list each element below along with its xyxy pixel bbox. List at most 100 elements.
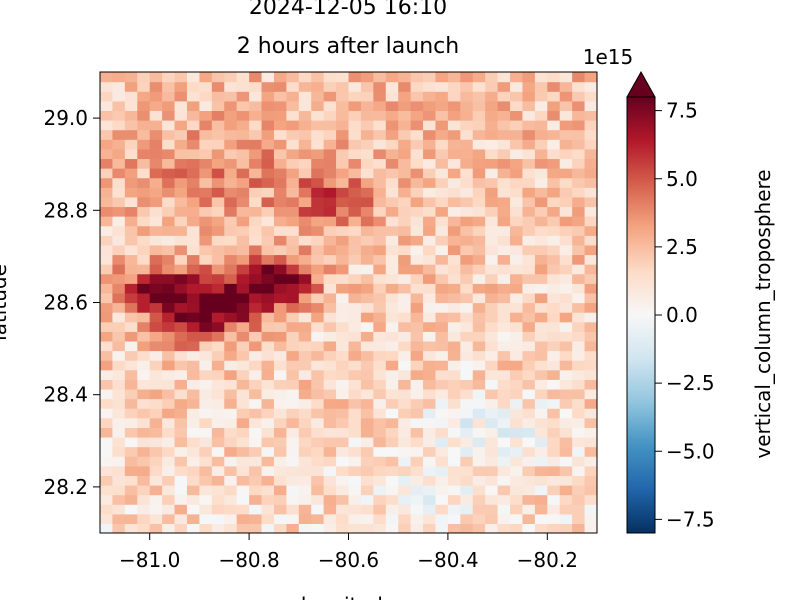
heatmap-cell <box>423 465 437 476</box>
heatmap-cell <box>149 331 163 342</box>
heatmap-cell <box>137 273 151 284</box>
heatmap-cell <box>323 360 337 371</box>
heatmap-cell <box>435 417 449 428</box>
heatmap-cell <box>534 436 548 448</box>
heatmap-cell <box>559 235 573 246</box>
heatmap-cell <box>447 254 461 265</box>
heatmap-cell <box>423 331 437 342</box>
heatmap-cell <box>199 110 213 121</box>
heatmap-cell <box>398 158 412 169</box>
heatmap-cell <box>447 408 461 419</box>
heatmap-cell <box>137 321 151 332</box>
x-axis: −81.0 −80.8 −80.6 −80.4 −80.2 <box>119 533 578 572</box>
heatmap-cell <box>273 264 287 275</box>
heatmap-cell <box>572 456 586 467</box>
heatmap-cell <box>298 254 312 265</box>
heatmap-cell <box>249 388 263 400</box>
heatmap-cell <box>286 408 300 419</box>
heatmap-cell <box>348 129 362 140</box>
heatmap-cell <box>360 523 374 533</box>
heatmap-cell <box>174 110 188 121</box>
heatmap-cell <box>485 216 499 227</box>
heatmap-cell <box>497 302 511 313</box>
colorbar-ticks: −7.5−5.0−2.50.02.55.07.5 <box>655 99 715 531</box>
heatmap-cell <box>584 91 597 102</box>
heatmap-cell <box>249 398 263 409</box>
heatmap-cell <box>572 148 586 160</box>
heatmap-cell <box>398 350 412 361</box>
heatmap-cell <box>510 484 524 496</box>
heatmap-cell <box>162 283 176 294</box>
heatmap-cell <box>510 417 524 428</box>
heatmap-cell <box>137 360 151 371</box>
heatmap-cell <box>298 408 312 419</box>
heatmap-cell <box>584 360 597 371</box>
heatmap-cell <box>311 91 325 102</box>
heatmap-cell <box>510 72 524 83</box>
heatmap-cell <box>348 369 362 380</box>
heatmap-cell <box>572 72 586 83</box>
heatmap-cell <box>447 148 461 160</box>
heatmap-cell <box>261 273 275 284</box>
heatmap-cell <box>398 408 412 419</box>
heatmap-cell <box>572 350 586 361</box>
heatmap-cell <box>261 456 275 467</box>
heatmap-cell <box>137 408 151 419</box>
heatmap-cell <box>423 139 437 150</box>
heatmap-cell <box>124 129 138 140</box>
heatmap-cell <box>174 91 188 102</box>
heatmap-cell <box>559 81 573 92</box>
heatmap-cell <box>336 187 350 198</box>
heatmap-cell <box>547 235 561 246</box>
heatmap-cell <box>522 292 536 304</box>
heatmap-cell <box>273 379 287 390</box>
heatmap-cell <box>447 475 461 486</box>
heatmap-cell <box>249 139 263 150</box>
heatmap-cell <box>311 331 325 342</box>
heatmap-cell <box>224 513 238 524</box>
heatmap-cell <box>162 513 176 524</box>
heatmap-cell <box>298 494 312 505</box>
heatmap-cell <box>336 360 350 371</box>
heatmap-cell <box>472 504 486 515</box>
heatmap-cell <box>137 504 151 515</box>
heatmap-cell <box>336 456 350 467</box>
heatmap-cell <box>273 523 287 533</box>
heatmap-cell <box>559 475 573 486</box>
heatmap-cell <box>497 321 511 332</box>
heatmap-cell <box>423 494 437 505</box>
heatmap-cell <box>149 235 163 246</box>
heatmap-cell <box>447 388 461 400</box>
heatmap-cell <box>211 504 225 515</box>
heatmap-cell <box>534 494 548 505</box>
heatmap-cell <box>460 129 474 140</box>
heatmap-cell <box>472 91 486 102</box>
heatmap-cell <box>174 177 188 188</box>
heatmap-cell <box>584 235 597 246</box>
heatmap-cell <box>485 254 499 265</box>
heatmap-cell <box>348 417 362 428</box>
heatmap-cell <box>124 244 138 256</box>
heatmap-cell <box>323 398 337 409</box>
heatmap-cell <box>211 225 225 236</box>
heatmap-cell <box>447 187 461 198</box>
heatmap-cell <box>423 436 437 448</box>
heatmap-cell <box>447 398 461 409</box>
heatmap-cell <box>323 206 337 217</box>
heatmap-cell <box>385 398 399 409</box>
heatmap-cell <box>236 408 250 419</box>
heatmap-cell <box>410 206 424 217</box>
heatmap-cell <box>497 129 511 140</box>
heatmap-cell <box>336 177 350 188</box>
heatmap-cell <box>100 523 114 533</box>
heatmap-cell <box>435 177 449 188</box>
heatmap-cell <box>460 148 474 160</box>
heatmap-cell <box>534 72 548 83</box>
heatmap-cell <box>311 120 325 131</box>
heatmap-cell <box>149 513 163 524</box>
heatmap-cell <box>485 72 499 83</box>
heatmap-cell <box>398 436 412 448</box>
heatmap-cell <box>249 302 263 313</box>
heatmap-cell <box>336 196 350 208</box>
